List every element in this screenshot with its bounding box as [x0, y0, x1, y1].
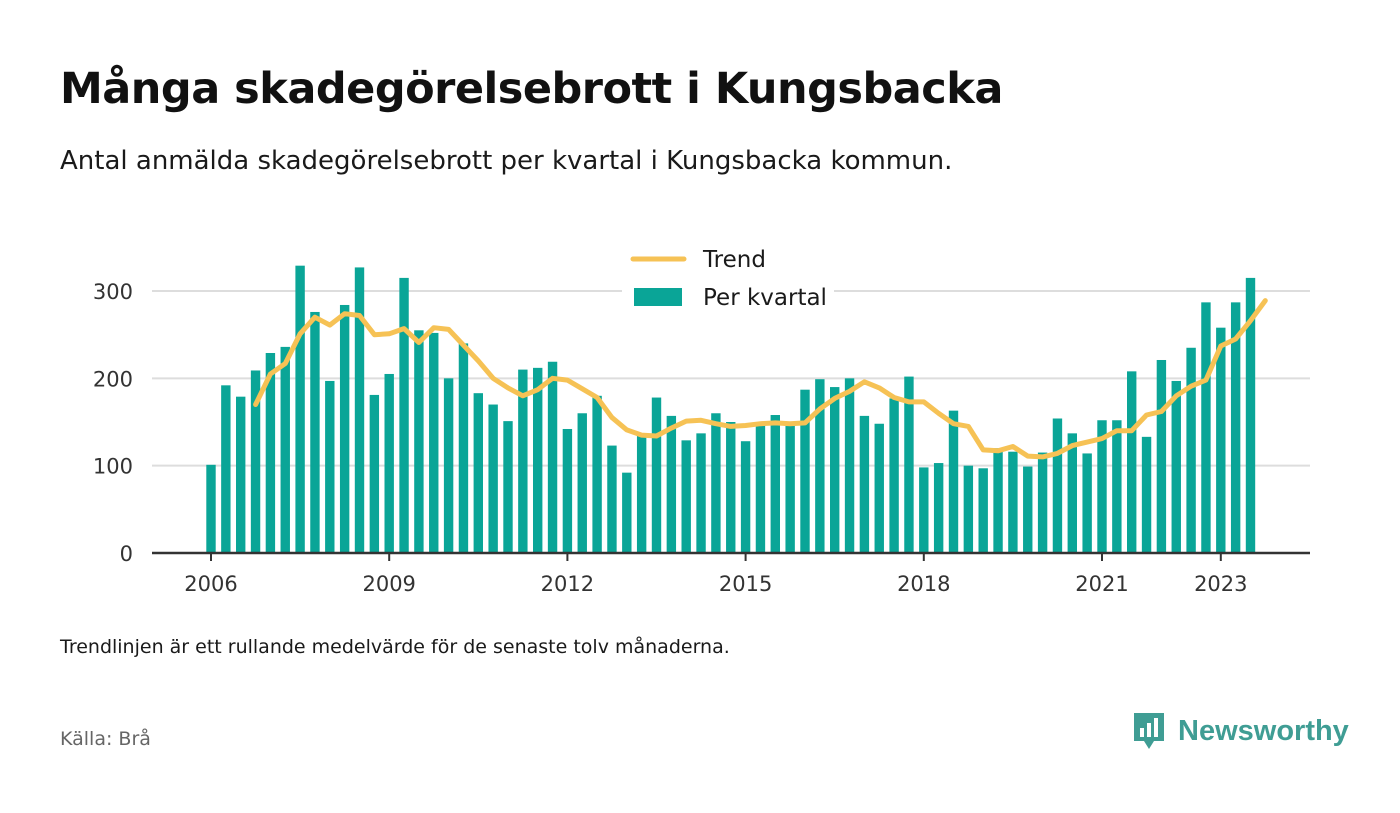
bar[interactable] [250, 370, 261, 553]
trend-series [253, 298, 1268, 460]
bar[interactable] [993, 448, 1003, 553]
bar[interactable] [651, 397, 662, 553]
bar[interactable] [533, 367, 543, 553]
bar[interactable] [948, 410, 959, 553]
x-tick-label: 2023 [1194, 572, 1247, 596]
bar[interactable] [518, 369, 528, 553]
bar[interactable] [1112, 420, 1122, 553]
trend-line[interactable] [253, 298, 1268, 460]
newsworthy-logo[interactable]: Newsworthy [1132, 711, 1349, 751]
bar[interactable] [1216, 327, 1226, 553]
bar[interactable] [622, 472, 632, 553]
bar[interactable] [978, 468, 988, 553]
bar[interactable] [1067, 433, 1077, 553]
newsworthy-icon [1134, 713, 1164, 749]
bar[interactable] [1186, 347, 1196, 553]
bar[interactable] [1201, 302, 1211, 553]
bar[interactable] [429, 332, 439, 553]
bar[interactable] [325, 380, 335, 553]
bar[interactable] [458, 343, 469, 553]
bar[interactable] [844, 378, 855, 553]
y-tick-label: 200 [93, 367, 133, 391]
brand-name: Newsworthy [1178, 714, 1349, 747]
bar[interactable] [473, 393, 483, 553]
bar[interactable] [1230, 302, 1241, 553]
x-tick-label: 2015 [719, 572, 772, 596]
legend-trend-label: Trend [702, 247, 766, 273]
bar[interactable] [592, 395, 602, 553]
bar-series [206, 265, 1256, 553]
x-tick-label: 2009 [362, 572, 415, 596]
bar[interactable] [1052, 418, 1063, 553]
bar[interactable] [607, 445, 617, 553]
x-tick-label: 2021 [1075, 572, 1128, 596]
bar[interactable] [785, 423, 795, 553]
legend-bars-swatch [634, 288, 682, 306]
bar[interactable] [1245, 277, 1256, 553]
bar[interactable] [339, 304, 350, 553]
bar[interactable] [577, 413, 587, 553]
bar[interactable] [1171, 380, 1181, 553]
bar[interactable] [740, 441, 751, 553]
bar[interactable] [1127, 371, 1137, 553]
x-tick-label: 2012 [541, 572, 594, 596]
source-label: Källa: Brå [60, 728, 151, 750]
bar[interactable] [1097, 420, 1107, 553]
bar[interactable] [666, 415, 677, 553]
bar[interactable] [236, 396, 246, 553]
chart-title: Många skadegörelsebrott i Kungsbacka [60, 64, 1003, 114]
chart-subtitle: Antal anmälda skadegörelsebrott per kvar… [60, 146, 953, 176]
bar[interactable] [859, 415, 870, 553]
bar[interactable] [280, 346, 290, 553]
y-tick-label: 0 [120, 542, 133, 566]
bar[interactable] [1023, 466, 1033, 553]
bar[interactable] [1008, 451, 1018, 553]
legend-bars-label: Per kvartal [703, 285, 827, 311]
y-tick-label: 300 [93, 280, 133, 304]
bar[interactable] [963, 465, 974, 553]
bar[interactable] [414, 330, 424, 553]
bar[interactable] [696, 433, 706, 553]
bar[interactable] [1156, 359, 1167, 553]
bar[interactable] [310, 311, 320, 553]
bar[interactable] [562, 428, 573, 553]
bar[interactable] [815, 379, 825, 553]
bar[interactable] [904, 376, 914, 553]
bar[interactable] [295, 265, 305, 553]
legend: Trend Per kvartal [622, 240, 834, 318]
bar[interactable] [1037, 452, 1048, 553]
bar[interactable] [1082, 453, 1092, 553]
bar[interactable] [933, 463, 944, 553]
bar[interactable] [681, 440, 691, 553]
bar[interactable] [221, 385, 231, 553]
bar[interactable] [369, 394, 380, 553]
bar[interactable] [399, 277, 409, 553]
bar[interactable] [488, 404, 498, 553]
x-tick-label: 2006 [184, 572, 237, 596]
bar[interactable] [503, 421, 513, 553]
y-tick-label: 100 [93, 455, 133, 479]
bar[interactable] [1141, 436, 1152, 553]
bar[interactable] [206, 464, 216, 553]
axes: 2006 2009 2012 2015 2018 2021 2023 [152, 551, 1310, 596]
bar[interactable] [874, 423, 884, 553]
bar[interactable] [755, 422, 766, 553]
bar[interactable] [770, 415, 780, 553]
bar[interactable] [265, 353, 276, 553]
bar[interactable] [889, 398, 899, 553]
bar[interactable] [443, 378, 454, 553]
bar[interactable] [830, 387, 840, 553]
bar[interactable] [354, 267, 365, 553]
bar[interactable] [800, 389, 810, 553]
bar[interactable] [384, 373, 394, 553]
x-tick-label: 2018 [897, 572, 950, 596]
bar[interactable] [711, 413, 721, 553]
trend-note: Trendlinjen är ett rullande medelvärde f… [60, 636, 730, 658]
bar[interactable] [726, 422, 736, 553]
bar[interactable] [636, 434, 647, 553]
bar[interactable] [547, 361, 558, 553]
bar[interactable] [919, 467, 929, 553]
